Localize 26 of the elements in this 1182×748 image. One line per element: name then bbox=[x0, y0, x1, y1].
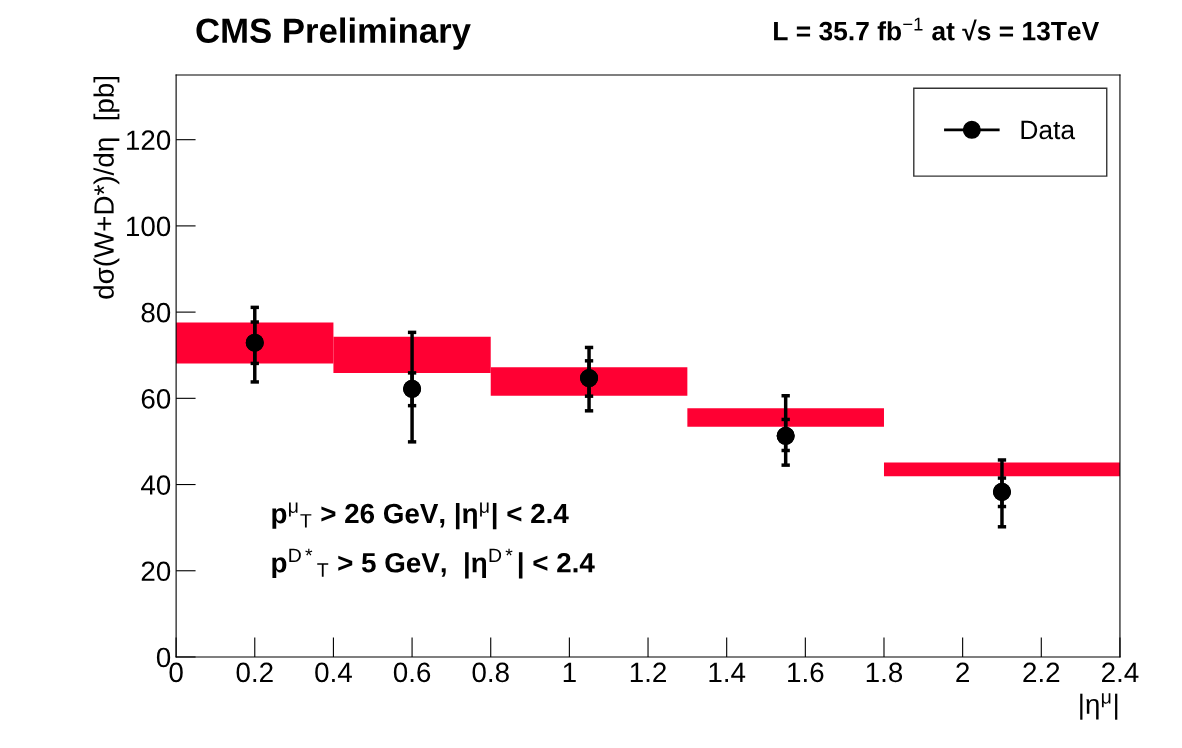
legend-label: Data bbox=[1021, 120, 1076, 140]
x-tick-label: 1.4 bbox=[709, 662, 746, 682]
x-tick-label: 1.6 bbox=[788, 662, 824, 683]
x-tick-label: 0.8 bbox=[472, 662, 509, 683]
annotation: p$^{μ}$$_{T}$ > 26 GeV, |η$^{μ}$| < 2.4 bbox=[272, 502, 569, 530]
y-tick-label: 20 bbox=[141, 561, 171, 582]
x-tick-label: 2 bbox=[956, 662, 969, 682]
annotation: p$^{D*}$$_{T}$ > 5 GeV, |η$^{D*}$| < 2.4 bbox=[272, 548, 595, 579]
y-tick-label: 0 bbox=[156, 647, 171, 668]
y-tick-label: 40 bbox=[141, 475, 171, 495]
x-tick-label: 0.6 bbox=[393, 662, 431, 683]
x-tick-label: 1.8 bbox=[866, 662, 903, 683]
y-tick-label: 60 bbox=[141, 389, 171, 409]
y-tick-label: 80 bbox=[141, 302, 171, 323]
x-tick-label: 1.2 bbox=[630, 662, 666, 682]
x-tick-label: 0.4 bbox=[315, 662, 352, 683]
chart-subtitle: L = 35.7 fb$^{−1}$ at √s = 13TeV bbox=[774, 17, 1100, 41]
x-tick-label: 2.2 bbox=[1023, 662, 1060, 682]
x-tick-label: 1 bbox=[563, 662, 576, 682]
x-tick-label: 0.2 bbox=[236, 662, 273, 683]
x-tick-label: 2.4 bbox=[1102, 662, 1139, 682]
y-axis-title: dσ(W+D*)/dη [pb] bbox=[93, 77, 120, 299]
y-tick-label: 120 bbox=[127, 130, 171, 151]
x-axis-title: |η$^{μ}$| bbox=[1080, 693, 1118, 720]
y-tick-label: 100 bbox=[127, 216, 171, 237]
chart-title: CMS Preliminary bbox=[196, 17, 471, 50]
